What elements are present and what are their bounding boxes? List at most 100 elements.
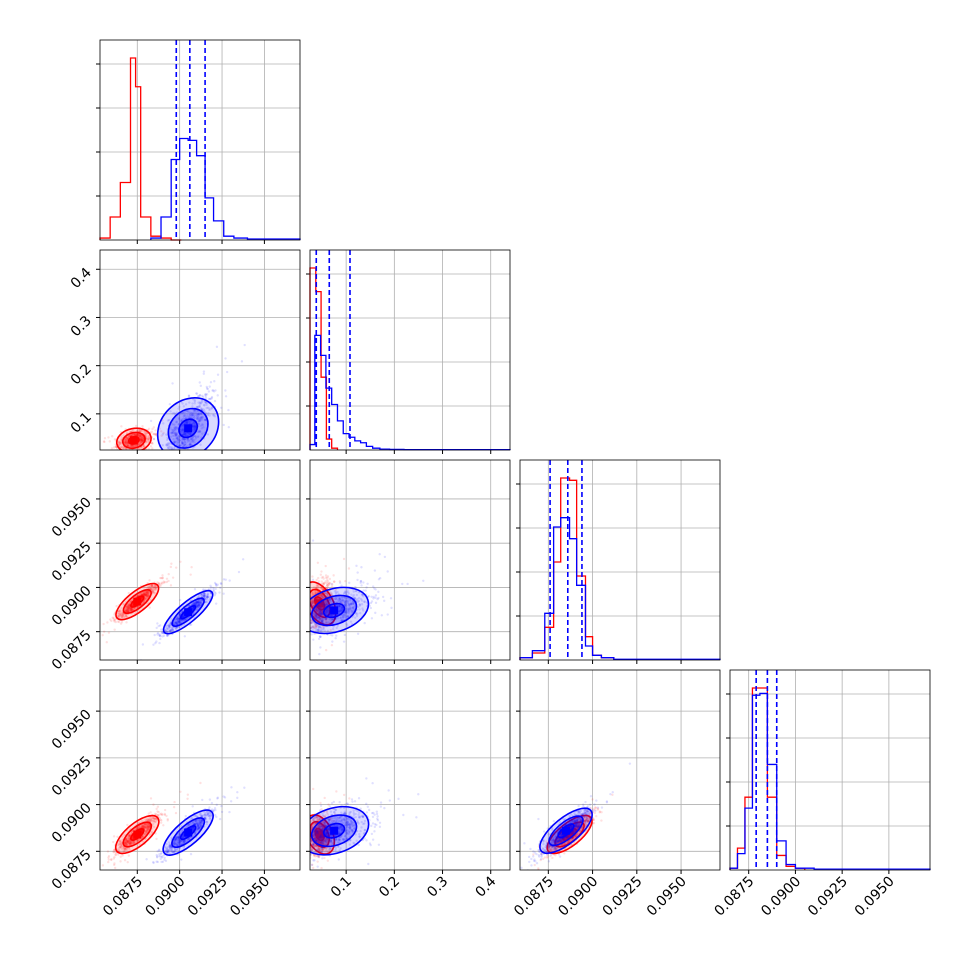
blue-sample-point bbox=[172, 428, 175, 432]
red-sample-point bbox=[125, 615, 128, 618]
blue-sample-point bbox=[170, 454, 172, 456]
red-sample-point bbox=[126, 607, 130, 610]
blue-sample-point bbox=[170, 428, 173, 431]
red-sample-point bbox=[125, 441, 128, 444]
red-sample-point bbox=[130, 444, 133, 448]
red-sample-point bbox=[114, 620, 118, 624]
red-sample-point bbox=[117, 615, 121, 618]
red-sample-point bbox=[152, 437, 156, 441]
red-sample-point bbox=[125, 442, 128, 445]
red-sample-point bbox=[139, 446, 143, 449]
blue-sample-point bbox=[195, 417, 199, 420]
red-sample-point bbox=[145, 594, 149, 597]
red-sample-point bbox=[130, 434, 134, 437]
blue-sample-point bbox=[237, 570, 241, 574]
blue-sample-point bbox=[182, 405, 186, 408]
red-sample-point bbox=[124, 440, 127, 443]
red-sample-point bbox=[121, 614, 124, 617]
red-mode-marker bbox=[133, 597, 142, 606]
blue-sample-point bbox=[240, 360, 244, 363]
blue-sample-point bbox=[192, 422, 195, 425]
red-sample-point bbox=[126, 609, 130, 613]
red-sample-point bbox=[112, 857, 116, 860]
y-tick-label: 0.1 bbox=[68, 409, 95, 436]
blue-sample-point bbox=[166, 443, 170, 446]
blue-sample-point bbox=[174, 455, 176, 457]
red-sample-point bbox=[143, 593, 147, 596]
red-sample-point bbox=[163, 580, 167, 584]
red-sample-point bbox=[122, 602, 126, 606]
blue-sample-point bbox=[193, 427, 196, 430]
red-sample-point bbox=[140, 592, 143, 596]
red-sample-point bbox=[154, 429, 157, 432]
blue-sample-point bbox=[197, 600, 200, 603]
blue-sample-point bbox=[177, 620, 181, 624]
blue-sample-point bbox=[200, 601, 203, 604]
blue-sample-point bbox=[192, 409, 196, 412]
blue-sample-point bbox=[192, 411, 195, 415]
red-sample-point bbox=[324, 618, 328, 622]
blue-sample-point bbox=[191, 414, 194, 417]
red-sample-point bbox=[129, 608, 133, 612]
blue-sample-point bbox=[422, 579, 425, 582]
blue-sample-point bbox=[370, 600, 374, 603]
red-sample-point bbox=[330, 585, 334, 588]
blue-sample-point bbox=[199, 600, 202, 603]
blue-sample-point bbox=[201, 394, 204, 398]
blue-sample-point bbox=[304, 623, 306, 625]
blue-sample-point bbox=[175, 619, 178, 623]
blue-sample-point bbox=[310, 633, 313, 636]
blue-sample-point bbox=[202, 370, 206, 373]
blue-sample-point bbox=[204, 402, 208, 405]
red-sample-point bbox=[140, 438, 143, 441]
red-sample-point bbox=[119, 442, 123, 445]
blue-sample-point bbox=[178, 444, 181, 448]
blue-sample-point bbox=[174, 622, 178, 625]
red-sample-point bbox=[148, 606, 151, 609]
blue-sample-point bbox=[184, 433, 187, 436]
red-sample-point bbox=[145, 595, 148, 599]
blue-sample-point bbox=[181, 411, 184, 415]
red-sample-point bbox=[320, 580, 323, 583]
blue-sample-point bbox=[180, 610, 184, 613]
blue-sample-point bbox=[224, 395, 228, 398]
blue-sample-point bbox=[177, 619, 180, 623]
blue-sample-point bbox=[175, 421, 178, 424]
blue-sample-point bbox=[189, 438, 192, 441]
blue-sample-point bbox=[197, 602, 201, 606]
blue-sample-point bbox=[306, 628, 308, 630]
blue-sample-point bbox=[198, 604, 201, 608]
blue-sample-point bbox=[202, 594, 205, 597]
blue-sample-point bbox=[197, 422, 200, 426]
blue-sample-point bbox=[365, 586, 368, 589]
red-sample-point bbox=[144, 431, 147, 434]
blue-sample-point bbox=[205, 403, 208, 407]
red-sample-point bbox=[107, 860, 110, 864]
blue-sample-point bbox=[213, 399, 217, 403]
blue-sample-point bbox=[374, 588, 377, 591]
blue-sample-point bbox=[193, 601, 196, 604]
blue-sample-point bbox=[305, 622, 307, 624]
red-sample-point bbox=[142, 593, 145, 596]
blue-sample-point bbox=[176, 622, 179, 625]
blue-sample-point bbox=[317, 637, 321, 641]
red-sample-point bbox=[142, 593, 145, 597]
blue-sample-point bbox=[172, 622, 176, 625]
blue-sample-point bbox=[187, 410, 190, 414]
blue-sample-point bbox=[195, 392, 198, 395]
blue-sample-point bbox=[175, 622, 178, 625]
blue-sample-point bbox=[181, 429, 184, 433]
red-sample-point bbox=[141, 424, 144, 428]
red-sample-point bbox=[123, 441, 126, 444]
red-sample-point bbox=[112, 616, 115, 620]
red-sample-point bbox=[112, 446, 116, 449]
blue-sample-point bbox=[174, 620, 177, 623]
blue-sample-point bbox=[174, 440, 177, 443]
blue-sample-point bbox=[169, 410, 172, 413]
blue-sample-point bbox=[183, 433, 186, 436]
blue-sample-point bbox=[202, 372, 206, 375]
red-sample-point bbox=[125, 621, 128, 624]
red-sample-point bbox=[147, 593, 151, 596]
red-sample-point bbox=[321, 575, 325, 579]
blue-sample-point bbox=[214, 592, 217, 595]
